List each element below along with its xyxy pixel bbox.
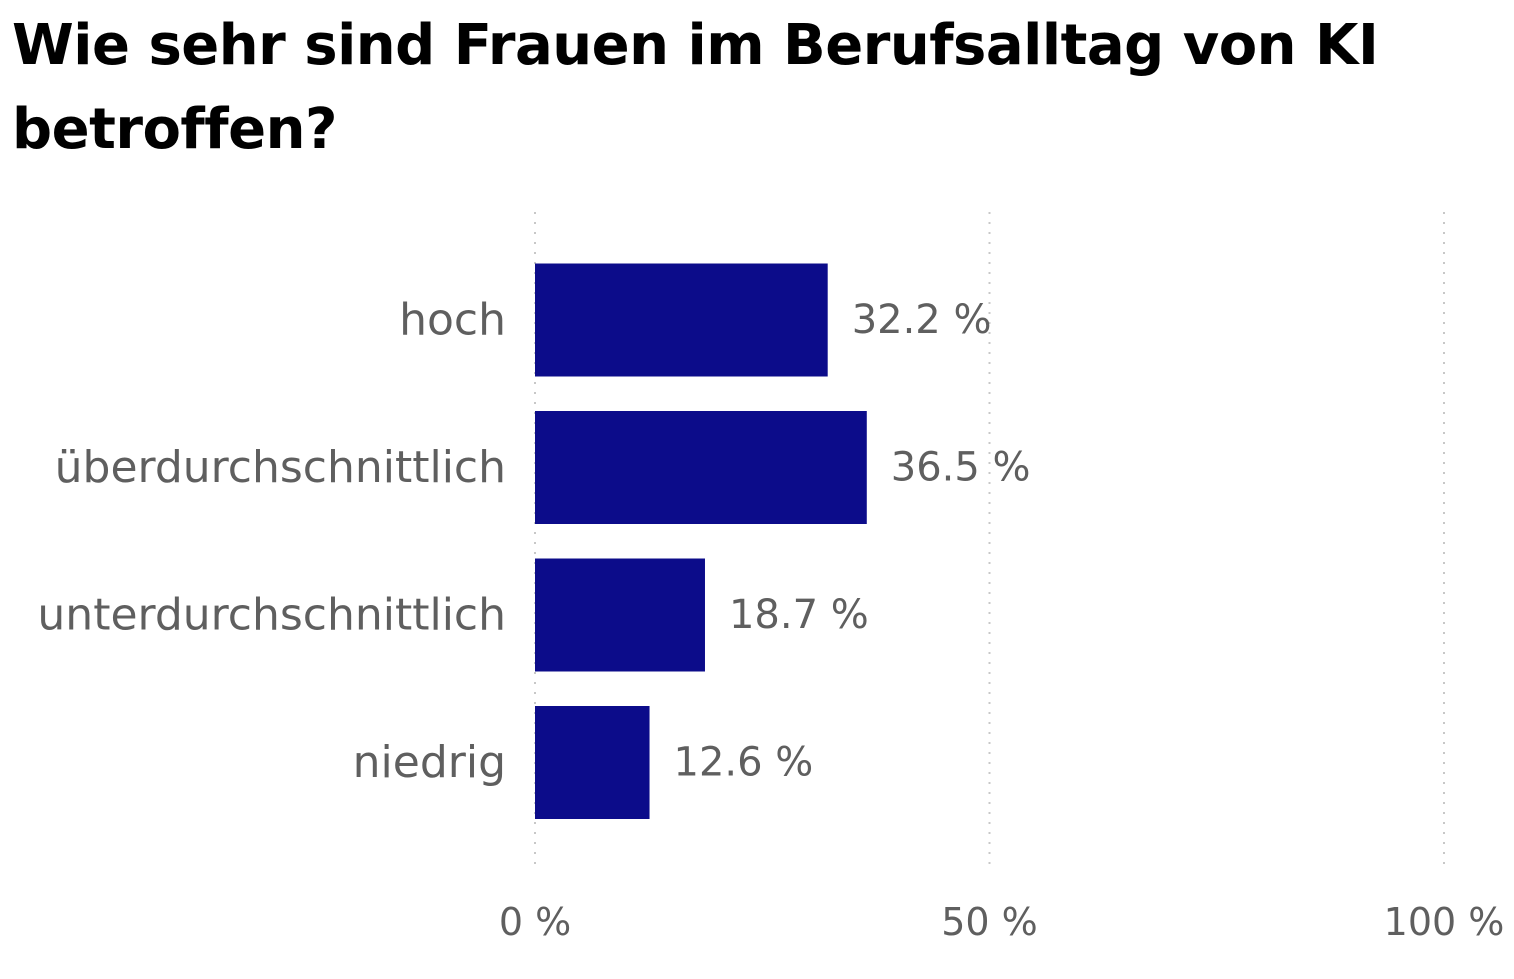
category-label: unterdurchschnittlich [37,590,506,641]
category-label: überdurchschnittlich [55,442,506,493]
bar [535,558,705,672]
data-label: 32.2 % [852,297,992,343]
category-label: niedrig [353,737,506,788]
bar [535,706,650,819]
bar [535,411,867,524]
x-axis-ticks: 0 % 50 % 100 % [499,900,1505,944]
data-label: 36.5 % [891,445,1031,491]
x-tick-label: 100 % [1384,900,1505,944]
x-tick-label: 0 % [499,900,571,944]
x-tick-label: 50 % [941,900,1038,944]
category-label: hoch [399,295,506,346]
bar [535,263,828,377]
data-label: 12.6 % [674,740,814,786]
labels: hoch 32.2 % überdurchschnittlich 36.5 % unte… [37,295,1030,789]
data-label: 18.7 % [729,592,869,638]
chart-title: Wie sehr sind Frauen im Berufsalltag von… [12,13,1379,162]
bars [535,263,867,819]
